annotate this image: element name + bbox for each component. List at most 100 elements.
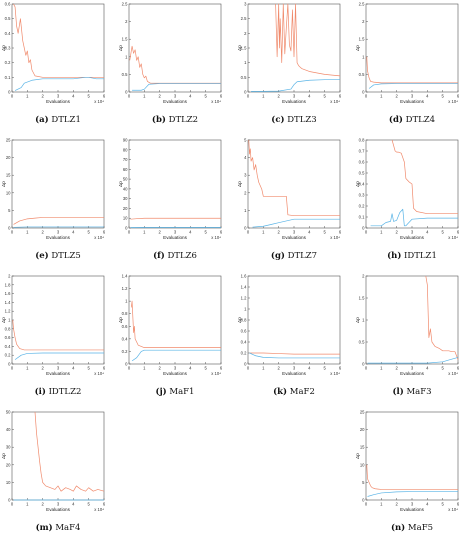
caption-letter: (a) — [35, 114, 49, 125]
x-tick-label: 4 — [426, 502, 429, 507]
caption-letter: (f) — [153, 250, 165, 261]
y-tick-label: 10 — [6, 480, 11, 485]
x-axis-multiplier: x 10⁴ — [330, 235, 340, 240]
y-tick-label: 1 — [244, 60, 247, 65]
x-tick-label: 0 — [11, 502, 14, 507]
series-line-2 — [251, 79, 340, 92]
x-axis-multiplier: x 10⁴ — [211, 371, 221, 376]
x-tick-label: 3 — [57, 94, 60, 99]
y-tick-label: 1.6 — [5, 291, 11, 296]
y-tick-label: 0 — [244, 362, 247, 367]
y-tick-label: 1 — [125, 54, 128, 59]
y-tick-label: 2 — [8, 274, 11, 279]
x-axis-label: Evaluations — [400, 235, 424, 240]
x-tick-label: 6 — [103, 94, 106, 99]
x-tick-label: 3 — [57, 230, 60, 235]
x-tick-label: 3 — [174, 230, 177, 235]
caption-letter: (e) — [35, 250, 48, 261]
y-tick-label: 2.5 — [122, 2, 128, 7]
subplot-caption: (h) IDTLZ1 — [387, 250, 437, 261]
y-tick-label: 0.7 — [359, 149, 365, 154]
y-tick-label: 0.5 — [122, 72, 128, 77]
y-tick-label: 20 — [6, 155, 11, 160]
y-axis-label: Δp — [237, 317, 242, 323]
y-tick-label: 40 — [6, 427, 11, 432]
x-tick-label: 5 — [87, 502, 90, 507]
caption-letter: (i) — [35, 386, 46, 397]
caption-name: DTLZ6 — [165, 251, 197, 261]
series-line-1 — [34, 411, 105, 492]
x-axis-multiplier: x 10⁴ — [448, 99, 458, 104]
y-tick-label: 1.4 — [5, 300, 11, 305]
x-tick-label: 6 — [339, 230, 342, 235]
y-tick-label: 1.5 — [359, 296, 365, 301]
y-tick-label: 1 — [362, 318, 365, 323]
x-tick-label: 1 — [26, 230, 29, 235]
y-tick-label: 2 — [244, 31, 247, 36]
series-line-1 — [129, 45, 221, 84]
subplot-d: 0 1 2 3 4 5 6 0 0.5 1 1.5 2 2.5 Evaluations Δp x 10⁴ (d)… — [355, 2, 460, 126]
x-tick-label: 5 — [441, 230, 444, 235]
x-tick-label: 0 — [11, 366, 14, 371]
y-tick-label: 10 — [6, 190, 11, 195]
x-tick-label: 1 — [143, 366, 146, 371]
y-tick-label: 0 — [125, 362, 128, 367]
x-tick-label: 1 — [26, 366, 29, 371]
y-tick-label: 50 — [6, 410, 11, 415]
x-tick-label: 4 — [189, 366, 192, 371]
caption-name: MaF1 — [167, 387, 195, 397]
caption-name: IDTLZ2 — [46, 387, 82, 397]
x-tick-label: 6 — [457, 94, 460, 99]
x-tick-label: 0 — [365, 366, 368, 371]
x-tick-label: 1 — [143, 94, 146, 99]
subplot-f: 0 1 2 3 4 5 60102030405060708090EvaluationsΔpx… — [118, 138, 223, 262]
x-tick-label: 1 — [262, 94, 265, 99]
x-axis-label: Evaluations — [400, 99, 424, 104]
x-tick-label: 5 — [87, 230, 90, 235]
axes-frame — [128, 139, 222, 229]
x-tick-label: 6 — [457, 366, 460, 371]
y-tick-label: 0.8 — [5, 326, 11, 331]
x-tick-label: 3 — [174, 94, 177, 99]
x-axis-label: Evaluations — [282, 99, 306, 104]
y-tick-label: 70 — [123, 157, 128, 162]
x-tick-label: 0 — [365, 94, 368, 99]
series-line-2 — [131, 349, 221, 362]
y-tick-label: 0.6 — [241, 329, 247, 334]
y-tick-label: 1 — [125, 299, 128, 304]
y-tick-label: 50 — [123, 177, 128, 182]
x-tick-label: 1 — [262, 230, 265, 235]
x-tick-label: 5 — [323, 94, 326, 99]
series-line-2 — [249, 352, 340, 359]
x-tick-label: 6 — [457, 230, 460, 235]
x-tick-label: 1 — [380, 94, 383, 99]
y-tick-label: 0 — [8, 498, 11, 503]
x-tick-label: 1 — [143, 230, 146, 235]
caption-name: MaF2 — [287, 387, 315, 397]
series-line-1 — [425, 275, 459, 360]
x-tick-label: 1 — [26, 502, 29, 507]
y-tick-label: 20 — [6, 462, 11, 467]
x-tick-label: 5 — [441, 94, 444, 99]
y-tick-label: 3 — [244, 173, 247, 178]
caption-letter: (k) — [273, 386, 287, 397]
x-tick-label: 4 — [426, 94, 429, 99]
series-line-1 — [248, 139, 340, 217]
x-axis-label: Evaluations — [163, 235, 187, 240]
x-tick-label: 4 — [189, 230, 192, 235]
y-tick-label: 0.6 — [122, 324, 128, 329]
x-tick-label: 0 — [11, 230, 14, 235]
x-axis-label: Evaluations — [400, 507, 424, 512]
x-tick-label: 2 — [41, 94, 44, 99]
x-tick-label: 6 — [457, 502, 460, 507]
x-tick-label: 5 — [323, 230, 326, 235]
y-tick-label: 1.4 — [241, 285, 247, 290]
y-tick-label: 15 — [6, 173, 11, 178]
y-tick-label: 1 — [244, 307, 247, 312]
y-tick-label: 25 — [6, 138, 11, 143]
axes-frame — [365, 3, 459, 93]
series-line-2 — [368, 83, 458, 89]
y-tick-label: 2 — [244, 190, 247, 195]
subplot-caption: (a) DTLZ1 — [35, 114, 81, 125]
